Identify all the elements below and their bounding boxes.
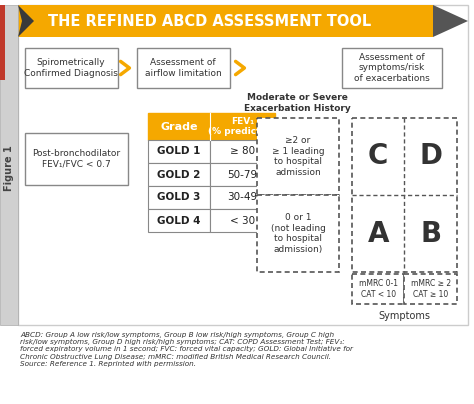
FancyBboxPatch shape	[148, 186, 210, 209]
Text: mMRC 0-1
CAT < 10: mMRC 0-1 CAT < 10	[359, 279, 398, 299]
Text: GOLD 2: GOLD 2	[157, 170, 201, 179]
Text: 50-79: 50-79	[228, 170, 257, 179]
FancyBboxPatch shape	[148, 163, 210, 186]
FancyBboxPatch shape	[352, 118, 457, 272]
Text: Assessment of
symptoms/risk
of exacerbations: Assessment of symptoms/risk of exacerbat…	[354, 53, 430, 83]
Text: GOLD 1: GOLD 1	[157, 147, 201, 156]
Text: Figure 1: Figure 1	[4, 145, 14, 191]
Text: C: C	[368, 143, 388, 170]
Polygon shape	[18, 5, 34, 37]
FancyBboxPatch shape	[404, 274, 457, 304]
Text: Moderate or Severe
Exacerbation History: Moderate or Severe Exacerbation History	[244, 93, 350, 113]
Text: ≥ 80: ≥ 80	[230, 147, 255, 156]
Text: < 30: < 30	[230, 215, 255, 225]
Text: B: B	[420, 219, 441, 248]
Text: Spirometrically
Confirmed Diagnosis: Spirometrically Confirmed Diagnosis	[24, 58, 118, 78]
Text: Grade: Grade	[160, 122, 198, 131]
FancyBboxPatch shape	[137, 48, 230, 88]
FancyBboxPatch shape	[210, 209, 275, 232]
Text: A: A	[367, 219, 389, 248]
Text: Post-bronchodilator
FEV₁/FVC < 0.7: Post-bronchodilator FEV₁/FVC < 0.7	[32, 149, 120, 169]
FancyBboxPatch shape	[148, 209, 210, 232]
Text: GOLD 4: GOLD 4	[157, 215, 201, 225]
FancyBboxPatch shape	[148, 113, 275, 140]
Text: 30-49: 30-49	[228, 192, 257, 202]
FancyBboxPatch shape	[0, 5, 18, 325]
Polygon shape	[433, 5, 468, 37]
FancyBboxPatch shape	[18, 5, 468, 325]
Text: mMRC ≥ 2
CAT ≥ 10: mMRC ≥ 2 CAT ≥ 10	[410, 279, 451, 299]
FancyBboxPatch shape	[210, 163, 275, 186]
Text: ABCD: Group A low risk/low symptoms, Group B low risk/high symptoms, Group C hig: ABCD: Group A low risk/low symptoms, Gro…	[20, 332, 353, 367]
Text: GOLD 3: GOLD 3	[157, 192, 201, 202]
FancyBboxPatch shape	[352, 274, 404, 304]
FancyBboxPatch shape	[25, 48, 118, 88]
FancyBboxPatch shape	[148, 140, 210, 163]
FancyBboxPatch shape	[210, 140, 275, 163]
Text: D: D	[419, 143, 442, 170]
FancyBboxPatch shape	[0, 5, 5, 80]
Text: FEV₁
(% predicted): FEV₁ (% predicted)	[208, 117, 277, 136]
Text: THE REFINED ABCD ASSESSMENT TOOL: THE REFINED ABCD ASSESSMENT TOOL	[48, 13, 371, 29]
FancyBboxPatch shape	[257, 195, 339, 272]
Text: Symptoms: Symptoms	[379, 311, 430, 321]
FancyBboxPatch shape	[257, 118, 339, 195]
Text: ≥2 or
≥ 1 leading
to hospital
admission: ≥2 or ≥ 1 leading to hospital admission	[272, 137, 324, 177]
FancyBboxPatch shape	[18, 5, 433, 37]
FancyBboxPatch shape	[25, 133, 128, 185]
Text: 0 or 1
(not leading
to hospital
admission): 0 or 1 (not leading to hospital admissio…	[271, 213, 326, 254]
FancyBboxPatch shape	[210, 186, 275, 209]
Text: Assessment of
airflow limitation: Assessment of airflow limitation	[145, 58, 221, 78]
FancyBboxPatch shape	[342, 48, 442, 88]
